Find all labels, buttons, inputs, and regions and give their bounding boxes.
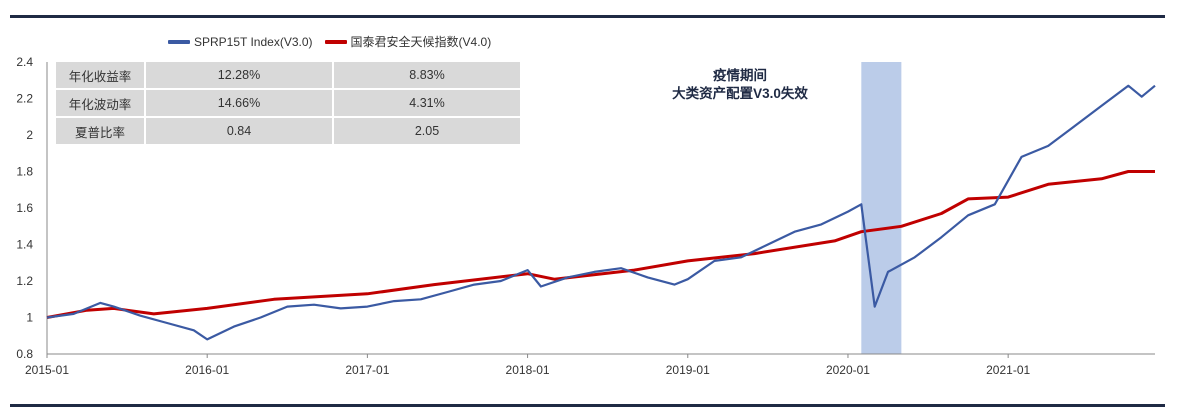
table-row: 年化波动率 14.66% 4.31%	[56, 90, 520, 118]
y-tick-label: 2.4	[16, 55, 33, 69]
cell-value: 12.28%	[144, 62, 332, 90]
legend-item-sprp15t: SPRP15T Index(V3.0)	[168, 33, 313, 50]
covid-annotation: 疫情期间 大类资产配置V3.0失效	[650, 67, 830, 103]
cell-value: 8.83%	[332, 62, 520, 90]
x-tick-label: 2019-01	[666, 363, 710, 377]
annotation-line2: 大类资产配置V3.0失效	[672, 86, 808, 101]
y-tick-label: 1.4	[16, 238, 33, 252]
y-tick-label: 1.2	[16, 274, 33, 288]
x-tick-label: 2021-01	[986, 363, 1030, 377]
series-line-gtja	[46, 170, 1155, 319]
y-tick-label: 2	[26, 128, 33, 142]
legend-swatch	[324, 39, 347, 44]
row-label: 年化波动率	[56, 90, 144, 118]
cell-value: 4.31%	[332, 90, 520, 118]
legend-swatch	[168, 39, 190, 44]
top-rule	[10, 15, 1165, 18]
x-tick-label: 2018-01	[506, 363, 550, 377]
cell-value: 0.84	[144, 118, 332, 146]
legend-label: 国泰君安全天候指数(V4.0)	[350, 35, 492, 49]
x-tick-label: 2016-01	[185, 363, 229, 377]
table-row: 年化收益率 12.28% 8.83%	[56, 62, 520, 90]
bottom-rule	[10, 404, 1165, 407]
y-tick-label: 1.8	[16, 165, 33, 179]
table-row: 夏普比率 0.84 2.05	[56, 118, 520, 146]
y-tick-label: 2.2	[16, 92, 33, 106]
y-tick-label: 0.8	[16, 347, 33, 361]
legend-item-gtja: 国泰君安全天候指数(V4.0)	[324, 33, 492, 50]
cell-value: 14.66%	[144, 90, 332, 118]
legend-label: SPRP15T Index(V3.0)	[194, 34, 313, 49]
x-tick-label: 2017-01	[345, 363, 389, 377]
row-label: 夏普比率	[56, 118, 144, 146]
series-line-sprp15t	[46, 84, 1156, 341]
y-tick-label: 1.6	[16, 201, 33, 215]
y-tick-label: 1	[26, 311, 33, 325]
annotation-line1: 疫情期间	[713, 68, 767, 83]
x-tick-label: 2020-01	[826, 363, 870, 377]
covid-highlight-band	[861, 62, 902, 354]
x-tick-label: 2015-01	[25, 363, 69, 377]
row-label: 年化收益率	[56, 62, 144, 90]
chart-legend: SPRP15T Index(V3.0) 国泰君安全天候指数(V4.0)	[168, 33, 491, 50]
stats-table: 年化收益率 12.28% 8.83% 年化波动率 14.66% 4.31% 夏普…	[56, 62, 520, 146]
cell-value: 2.05	[332, 118, 520, 146]
